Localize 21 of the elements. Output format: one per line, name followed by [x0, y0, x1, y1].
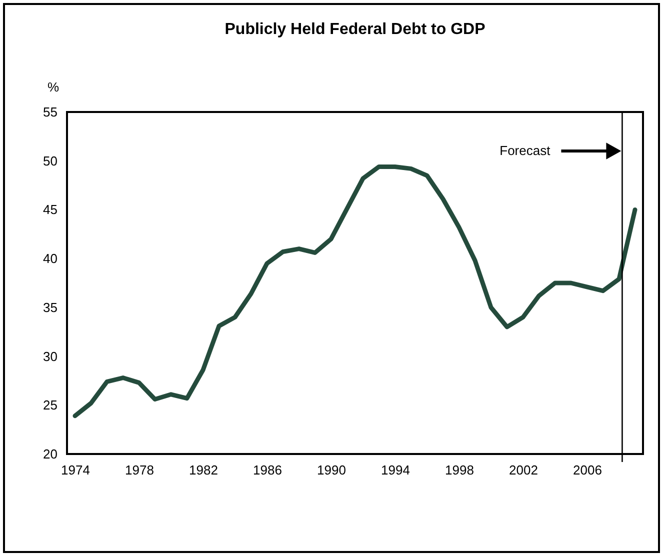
- x-tick-label: 1994: [381, 462, 410, 478]
- y-axis-title: %: [48, 80, 60, 94]
- y-tick-label: 20: [43, 446, 58, 462]
- x-tick-label: 1974: [61, 462, 90, 478]
- chart-title: Publicly Held Federal Debt to GDP: [224, 21, 486, 38]
- line-series: [72, 164, 638, 418]
- x-tick-label: 1982: [189, 462, 218, 478]
- x-tick-label: 1990: [317, 462, 346, 478]
- ref-line-label: Forecast: [500, 143, 551, 158]
- x-tick-label: 1978: [125, 462, 154, 478]
- y-tick-label: 30: [43, 348, 58, 364]
- x-tick-label: 2002: [509, 462, 538, 478]
- y-tick-label: 50: [43, 153, 58, 168]
- y-tick-label: 40: [43, 251, 58, 266]
- x-tick-label: 1998: [445, 462, 474, 478]
- x-tick-label: 2006: [573, 462, 602, 478]
- y-tick-label: 45: [43, 202, 58, 218]
- y-tick-label: 35: [43, 300, 58, 315]
- x-tick-label: 1986: [253, 462, 282, 478]
- y-tick-label: 25: [43, 398, 58, 413]
- y-tick-label: 55: [43, 104, 58, 120]
